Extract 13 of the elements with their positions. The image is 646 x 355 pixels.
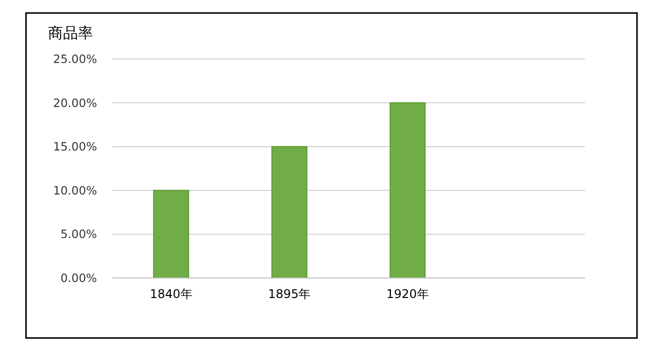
- bar: [271, 146, 308, 278]
- bar: [390, 102, 426, 278]
- y-tick-label: 5.00%: [60, 227, 98, 242]
- x-tick-label: 1920年: [386, 287, 429, 301]
- x-tick-label: 1895年: [268, 287, 311, 301]
- y-tick-label: 0.00%: [60, 271, 98, 285]
- bar: [153, 190, 190, 278]
- chart-title: 商品率: [48, 24, 93, 42]
- y-tick-label: 15.00%: [53, 140, 98, 154]
- y-tick-label: 25.00%: [53, 52, 98, 66]
- x-tick-label: 1840年: [150, 287, 192, 301]
- y-tick-label: 20.00%: [53, 96, 98, 110]
- y-tick-label: 10.00%: [53, 183, 98, 198]
